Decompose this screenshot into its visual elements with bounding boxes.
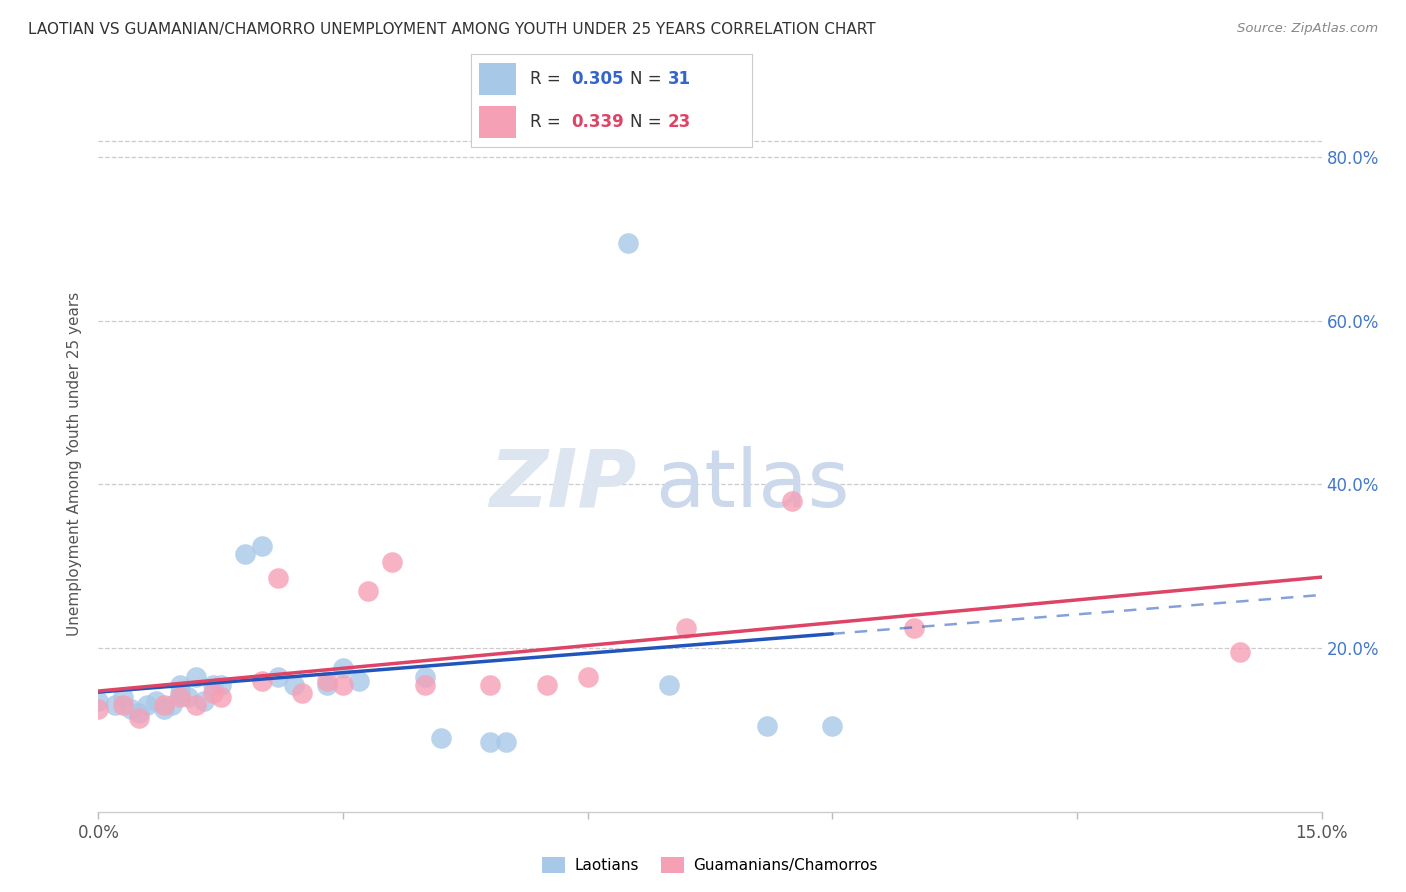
Point: [903, 621, 925, 635]
Point: [169, 690, 191, 705]
Point: [332, 678, 354, 692]
Point: [356, 583, 378, 598]
Text: N =: N =: [630, 70, 666, 87]
Point: [152, 702, 174, 716]
Text: R =: R =: [530, 113, 567, 131]
Point: [201, 678, 224, 692]
Text: 0.339: 0.339: [571, 113, 624, 131]
Point: [169, 686, 191, 700]
Text: LAOTIAN VS GUAMANIAN/CHAMORRO UNEMPLOYMENT AMONG YOUTH UNDER 25 YEARS CORRELATIO: LAOTIAN VS GUAMANIAN/CHAMORRO UNEMPLOYME…: [28, 22, 876, 37]
Point: [128, 706, 150, 721]
Point: [756, 719, 779, 733]
Point: [576, 670, 599, 684]
Point: [413, 670, 436, 684]
Bar: [479, 63, 516, 95]
Text: N =: N =: [630, 113, 666, 131]
Point: [250, 539, 273, 553]
Point: [430, 731, 453, 745]
Point: [478, 735, 501, 749]
Y-axis label: Unemployment Among Youth under 25 years: Unemployment Among Youth under 25 years: [67, 292, 83, 636]
Point: [780, 493, 803, 508]
Point: [87, 702, 110, 716]
Point: [111, 698, 134, 713]
Point: [128, 710, 150, 724]
Point: [169, 678, 191, 692]
Legend: Laotians, Guamanians/Chamorros: Laotians, Guamanians/Chamorros: [534, 849, 886, 880]
Text: 31: 31: [668, 70, 690, 87]
Point: [536, 678, 558, 692]
Point: [186, 698, 208, 713]
Point: [193, 694, 215, 708]
Point: [381, 555, 404, 569]
Point: [332, 661, 354, 675]
Point: [478, 678, 501, 692]
Point: [152, 698, 174, 713]
Point: [495, 735, 517, 749]
Text: 0.305: 0.305: [571, 70, 623, 87]
Point: [136, 698, 159, 713]
Text: 23: 23: [668, 113, 692, 131]
Text: Source: ZipAtlas.com: Source: ZipAtlas.com: [1237, 22, 1378, 36]
Point: [201, 686, 224, 700]
Point: [617, 235, 640, 250]
Point: [111, 690, 134, 705]
Point: [413, 678, 436, 692]
Text: R =: R =: [530, 70, 567, 87]
Point: [209, 690, 232, 705]
Text: atlas: atlas: [655, 446, 849, 524]
Point: [291, 686, 314, 700]
Bar: [479, 106, 516, 138]
Point: [1229, 645, 1251, 659]
Point: [315, 678, 337, 692]
Point: [186, 670, 208, 684]
Point: [250, 673, 273, 688]
Point: [104, 698, 127, 713]
Point: [349, 673, 371, 688]
Point: [145, 694, 167, 708]
Point: [233, 547, 256, 561]
Point: [267, 670, 290, 684]
Text: ZIP: ZIP: [489, 446, 637, 524]
Point: [177, 690, 200, 705]
Point: [821, 719, 844, 733]
Point: [283, 678, 305, 692]
Point: [267, 571, 290, 585]
Point: [87, 694, 110, 708]
Point: [160, 698, 183, 713]
Point: [658, 678, 681, 692]
Point: [209, 678, 232, 692]
Point: [315, 673, 337, 688]
Point: [675, 621, 697, 635]
Point: [120, 702, 142, 716]
